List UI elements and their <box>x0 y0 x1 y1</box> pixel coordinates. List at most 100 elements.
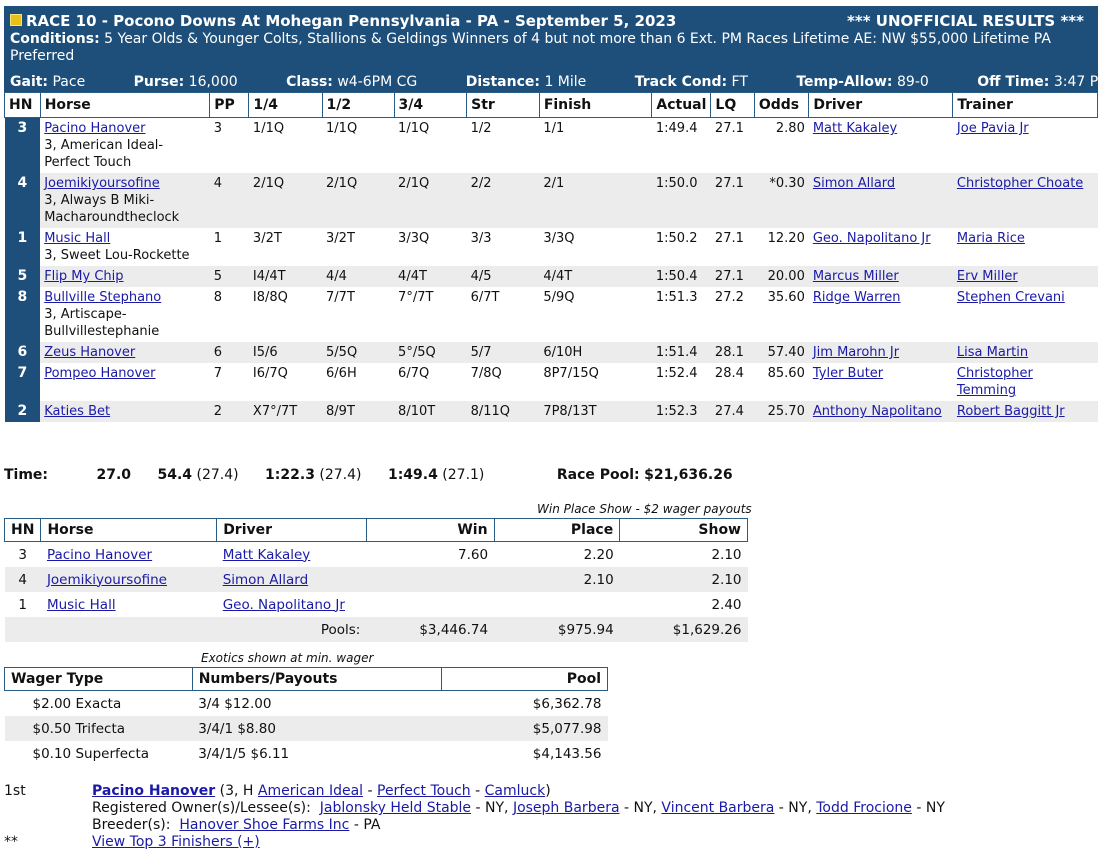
driver-link[interactable]: Simon Allard <box>812 176 896 191</box>
wps-pools-row: Pools: $3,446.74 $975.94 $1,629.26 <box>4 617 748 642</box>
horse-cell: Zeus Hanover <box>40 342 210 363</box>
driver-link[interactable]: Jim Marohn Jr <box>812 345 900 360</box>
cell-str: 3/3 <box>470 231 492 246</box>
owner-link[interactable]: Joseph Barbera <box>512 800 620 816</box>
trainer-cell: Lisa Martin <box>952 342 1098 363</box>
trainer-link[interactable]: Lisa Martin <box>956 345 1029 360</box>
wps-row: 1 Music Hall Geo. Napolitano Jr 2.40 <box>5 592 748 617</box>
horse-link[interactable]: Katies Bet <box>44 404 111 419</box>
wps-show: 2.40 <box>711 596 742 613</box>
view-top3-link[interactable]: View Top 3 Finishers (+) <box>92 834 260 850</box>
purse-label: Purse: <box>133 74 185 90</box>
track-label: Track Cond: <box>634 74 728 90</box>
driver-link[interactable]: Geo. Napolitano Jr <box>812 231 931 246</box>
wps-horse-cell: Joemikiyoursofine <box>40 567 217 592</box>
wps-driver-link[interactable]: Simon Allard <box>222 571 309 588</box>
time-three-quarter-split: (27.4) <box>319 467 362 483</box>
wps-place: 2.10 <box>494 567 620 592</box>
trainer-link[interactable]: Christopher Choate <box>956 176 1084 191</box>
breeder-label: Breeder(s): <box>92 817 171 833</box>
trainer-cell: Stephen Crevani <box>953 287 1098 342</box>
wps-col-header: HN <box>3 518 42 542</box>
wps-show: 2.10 <box>619 567 748 592</box>
wps-driver-link[interactable]: Geo. Napolitano Jr <box>222 596 345 613</box>
driver-cell: Simon Allard <box>808 173 953 228</box>
distance-value: 1 Mile <box>544 74 587 90</box>
results-row: 3 Pacino Hanover 3, American Ideal-Perfect… <box>4 117 1098 174</box>
horse-link[interactable]: Pompeo Hanover <box>44 366 156 381</box>
distance: Distance: 1 Mile <box>466 74 609 90</box>
horse-pedigree: 3, American Ideal-Perfect Touch <box>44 138 164 170</box>
cell-q2: 7/7T <box>326 290 355 305</box>
driver-link[interactable]: Tyler Buter <box>812 366 884 381</box>
track-value: FT <box>731 74 748 90</box>
wps-horse-cell: Music Hall <box>41 592 217 617</box>
owners-label: Registered Owner(s)/Lessee(s): <box>92 800 311 816</box>
trainer-link[interactable]: Maria Rice <box>956 231 1025 246</box>
owner-location: - NY <box>911 800 945 816</box>
conditions-text: 5 Year Olds & Younger Colts, Stallions &… <box>10 31 1051 64</box>
cell-odds: *0.30 <box>754 173 809 228</box>
wps-win: 7.60 <box>458 546 489 563</box>
results-col-header: 1/4 <box>248 92 323 118</box>
cell-actual: 1:49.4 <box>655 121 698 136</box>
owner-link[interactable]: Vincent Barbera <box>661 800 775 816</box>
trainer-link[interactable]: Robert Baggitt Jr <box>956 404 1065 419</box>
winner-horse-link[interactable]: Pacino Hanover <box>92 783 216 799</box>
winner-sire-link[interactable]: American Ideal <box>257 783 364 799</box>
results-col-header: LQ <box>710 92 755 118</box>
horse-link[interactable]: Music Hall <box>44 231 111 246</box>
wager-type: $0.50 Trifecta <box>4 716 193 741</box>
horse-link[interactable]: Flip My Chip <box>44 269 124 284</box>
results-col-header: Odds <box>753 92 810 118</box>
wps-win <box>366 592 494 617</box>
time-label: Time: <box>4 467 49 483</box>
breeder-link[interactable]: Hanover Shoe Farms Inc <box>179 817 350 833</box>
driver-cell: Matt Kakaley <box>809 118 953 174</box>
cell-q3: 7°/7T <box>398 290 434 305</box>
driver-link[interactable]: Matt Kakaley <box>812 121 898 136</box>
winner-dam-link[interactable]: Perfect Touch <box>377 783 471 799</box>
horse-link[interactable]: Bullville Stephano <box>44 290 162 305</box>
trainer-link[interactable]: Stephen Crevani <box>956 290 1065 305</box>
horse-link[interactable]: Zeus Hanover <box>44 345 136 360</box>
horse-pedigree: 3, Always B Miki-Macharoundtheclock <box>44 193 180 225</box>
cell-odds: 25.70 <box>754 401 809 422</box>
trainer-link[interactable]: Erv Miller <box>956 269 1018 284</box>
driver-cell: Geo. Napolitano Jr <box>809 228 953 266</box>
wps-row: 3 Pacino Hanover Matt Kakaley 7.60 2.20 2.10 <box>5 542 748 568</box>
cell-q3: 5°/5Q <box>394 342 467 363</box>
wps-driver-cell: Matt Kakaley <box>217 542 367 568</box>
temp-label: Temp-Allow: <box>796 74 893 90</box>
horse-link[interactable]: Pacino Hanover <box>44 121 146 136</box>
wps-horse-cell: Pacino Hanover <box>41 542 217 568</box>
horse-link[interactable]: Joemikiyoursofine <box>44 176 160 191</box>
horse-cell: Bullville Stephano 3, Artiscape-Bullville… <box>40 287 210 342</box>
wps-horse-link[interactable]: Pacino Hanover <box>46 546 153 563</box>
cell-finish: 6/10H <box>539 342 652 363</box>
wps-horse-link[interactable]: Joemikiyoursofine <box>46 571 167 588</box>
wps-horse-link[interactable]: Music Hall <box>46 596 116 613</box>
race-title-text: RACE 10 - Pocono Downs At Mohegan Pennsy… <box>26 12 677 30</box>
race-info-line: Gait: Pace Purse: 16,000 Class: w4-6PM C… <box>10 74 1102 90</box>
owner-link[interactable]: Jablonsky Held Stable <box>319 800 472 816</box>
trainer-link[interactable]: Christopher Temming <box>956 366 1033 398</box>
driver-link[interactable]: Marcus Miller <box>812 269 899 284</box>
cell-q1: I8/8Q <box>252 290 288 305</box>
cell-str: 5/7 <box>466 342 540 363</box>
wps-driver-link[interactable]: Matt Kakaley <box>222 546 311 563</box>
cell-finish: 2/1 <box>539 173 652 228</box>
driver-link[interactable]: Anthony Napolitano <box>812 404 942 419</box>
cell-lq: 27.1 <box>710 173 755 228</box>
off-value: 3:47 PM <box>1053 74 1102 90</box>
cell-lq: 27.1 <box>714 231 744 246</box>
driver-link[interactable]: Ridge Warren <box>812 290 901 305</box>
trainer-link[interactable]: Joe Pavia Jr <box>956 121 1029 136</box>
cell-actual: 1:52.4 <box>655 366 698 381</box>
winner-damsire-link[interactable]: Camluck <box>484 783 546 799</box>
cell-actual: 1:50.0 <box>651 173 711 228</box>
pool-show: $1,629.26 <box>619 617 748 642</box>
owner-link[interactable]: Todd Frocione <box>816 800 912 816</box>
exotics-table: Wager Type Numbers/Payouts Pool $2.00 Exac… <box>4 667 608 766</box>
cell-finish: 3/3Q <box>543 231 575 246</box>
